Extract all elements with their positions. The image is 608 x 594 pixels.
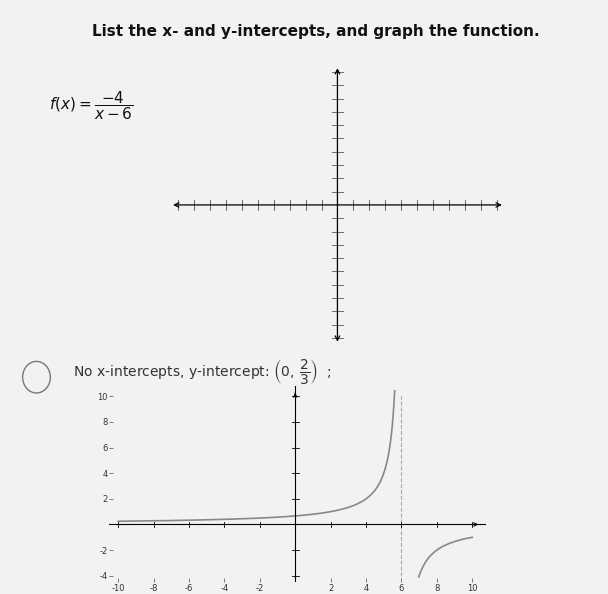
Text: No x-intercepts, y-intercept: $\left(0,\,\dfrac{2}{3}\right)$  ;: No x-intercepts, y-intercept: $\left(0,\… bbox=[73, 357, 331, 386]
Text: List the x- and y-intercepts, and graph the function.: List the x- and y-intercepts, and graph … bbox=[92, 24, 540, 39]
Text: $f(x)=\dfrac{-4}{x-6}$: $f(x)=\dfrac{-4}{x-6}$ bbox=[49, 89, 133, 122]
